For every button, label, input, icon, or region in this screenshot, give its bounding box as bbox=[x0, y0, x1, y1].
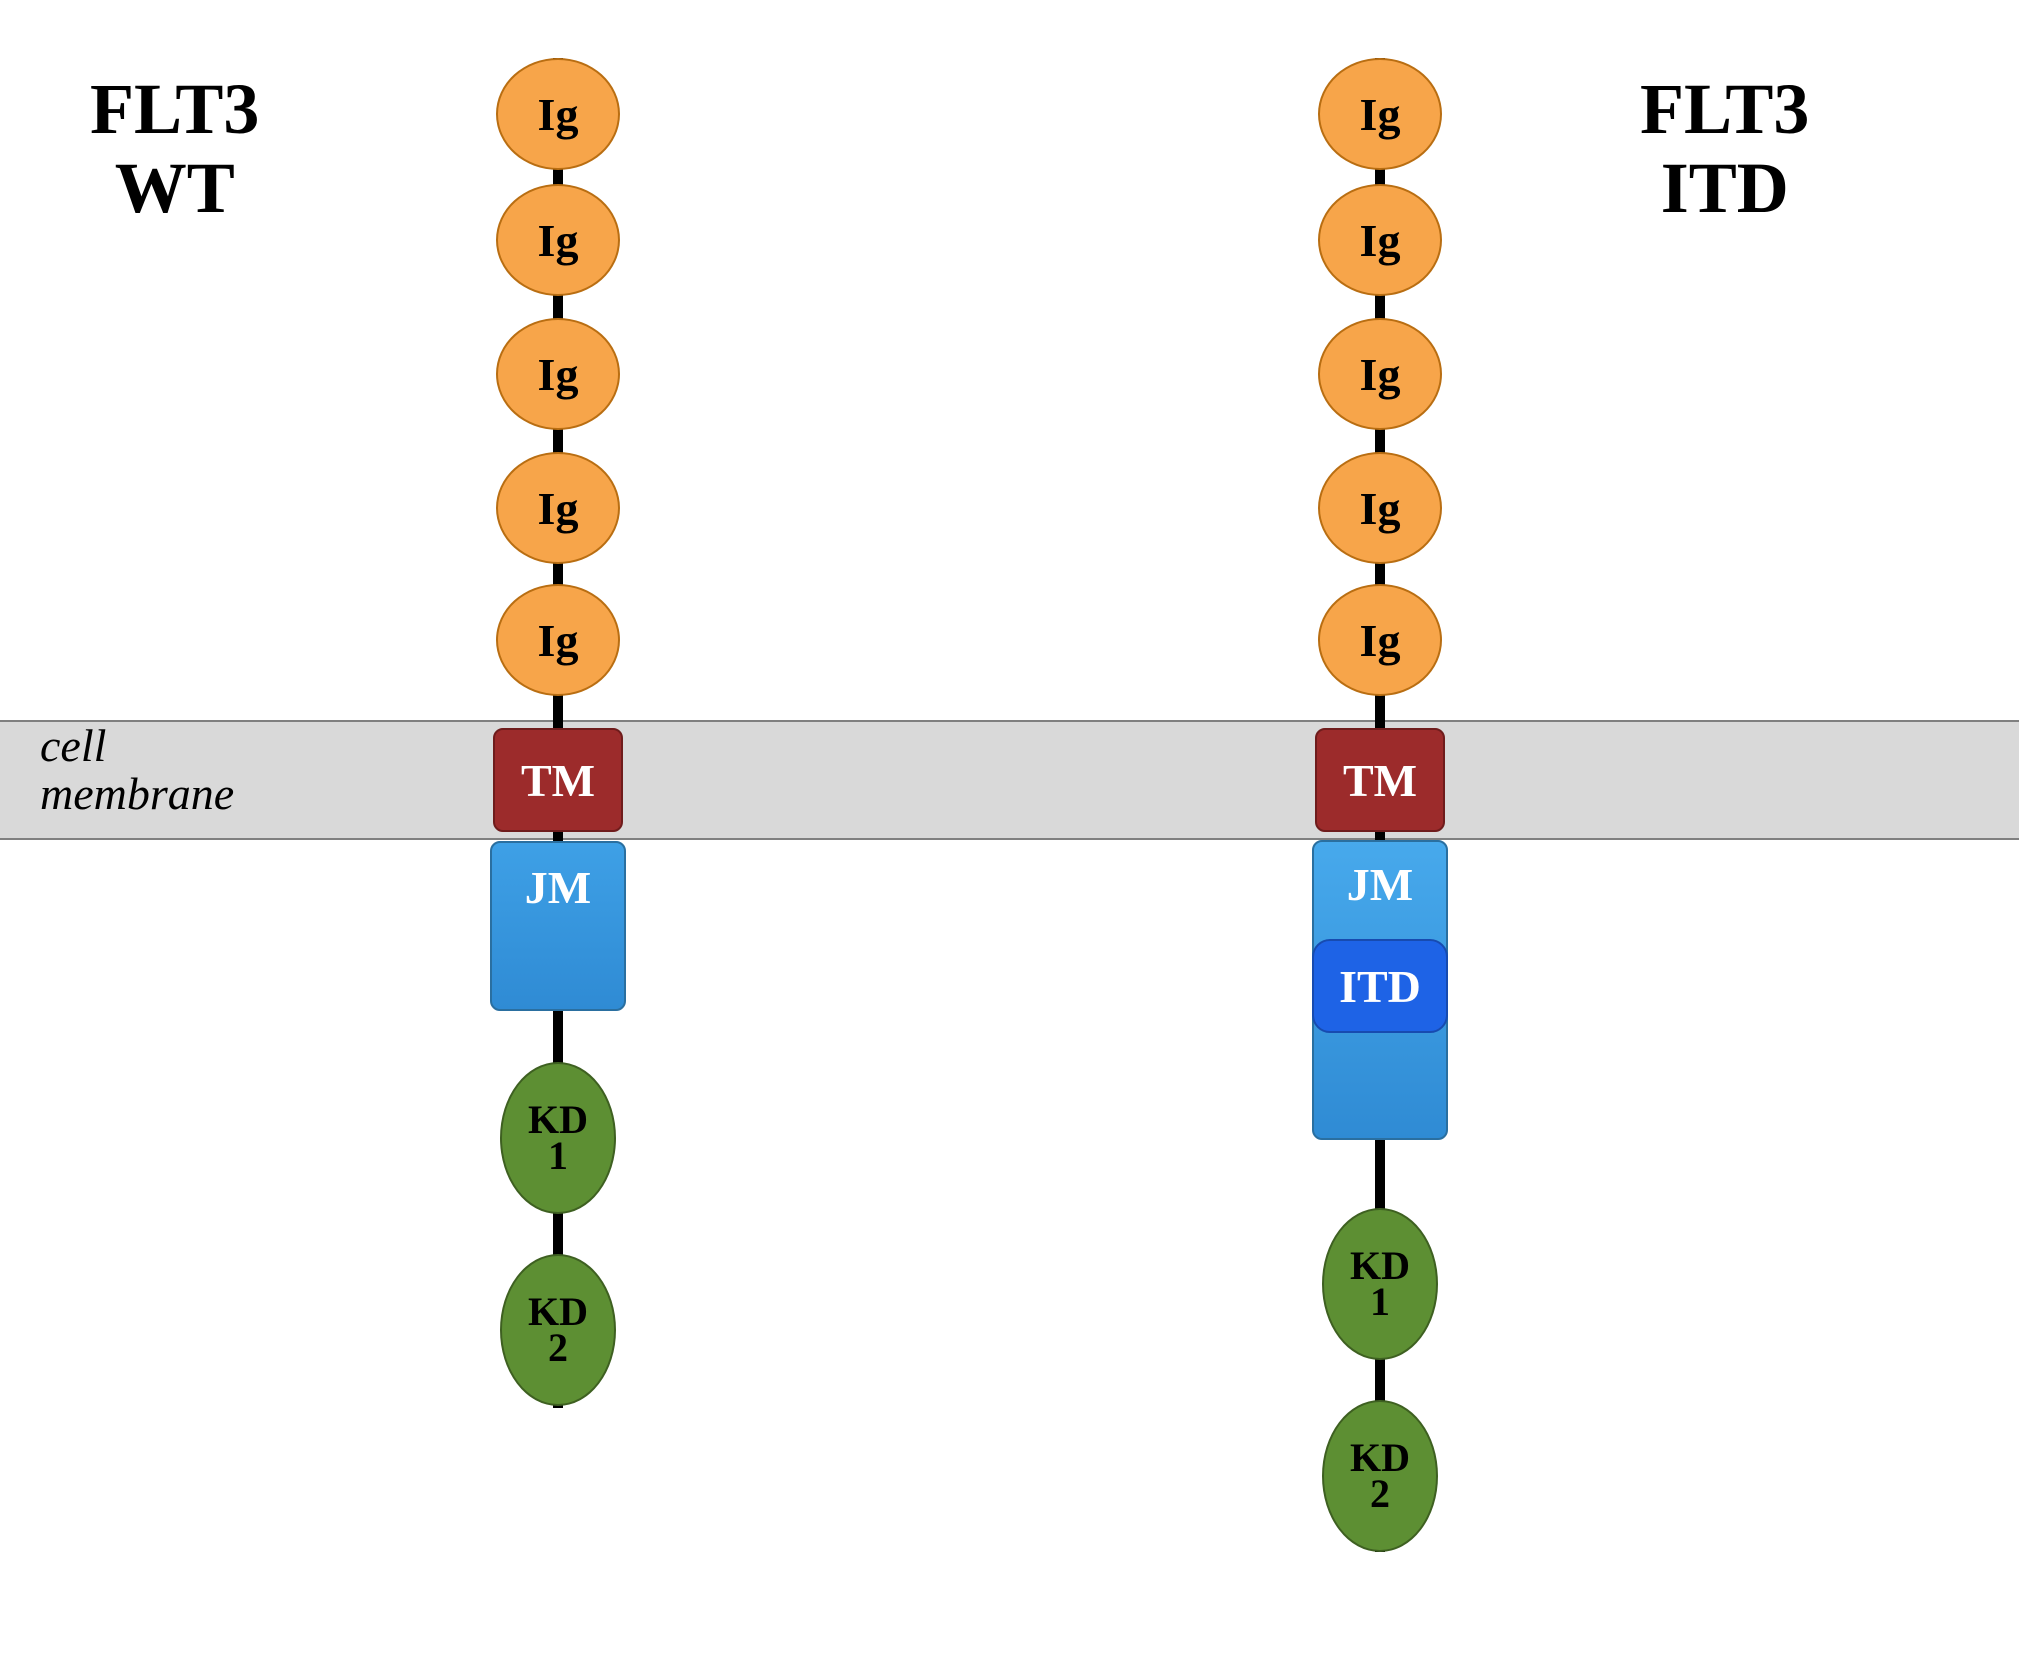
title-left-line1: FLT3 bbox=[90, 69, 259, 149]
title-right-line1: FLT3 bbox=[1640, 69, 1809, 149]
ig-domain: Ig bbox=[496, 184, 620, 296]
tm-domain: TM bbox=[493, 728, 623, 832]
ig-domain: Ig bbox=[1318, 58, 1442, 170]
jm-domain: JM bbox=[490, 841, 626, 1011]
cell-membrane-label: cell membrane bbox=[40, 722, 234, 819]
title-right-line2: ITD bbox=[1661, 148, 1789, 228]
tm-domain: TM bbox=[1315, 728, 1445, 832]
kinase-domain: KD1 bbox=[500, 1062, 616, 1214]
ig-domain: Ig bbox=[496, 584, 620, 696]
title-left-line2: WT bbox=[115, 148, 235, 228]
ig-domain: Ig bbox=[496, 452, 620, 564]
jm-domain-label: JM bbox=[1312, 854, 1448, 914]
title-flt3-wt: FLT3 WT bbox=[90, 70, 259, 228]
ig-domain: Ig bbox=[1318, 318, 1442, 430]
ig-domain: Ig bbox=[1318, 584, 1442, 696]
itd-insert: ITD bbox=[1312, 939, 1448, 1033]
cell-membrane-band bbox=[0, 720, 2019, 840]
kinase-domain: KD1 bbox=[1322, 1208, 1438, 1360]
ig-domain: Ig bbox=[496, 318, 620, 430]
ig-domain: Ig bbox=[1318, 184, 1442, 296]
ig-domain: Ig bbox=[496, 58, 620, 170]
kinase-domain: KD2 bbox=[1322, 1400, 1438, 1552]
title-flt3-itd: FLT3 ITD bbox=[1640, 70, 1809, 228]
kinase-domain: KD2 bbox=[500, 1254, 616, 1406]
ig-domain: Ig bbox=[1318, 452, 1442, 564]
